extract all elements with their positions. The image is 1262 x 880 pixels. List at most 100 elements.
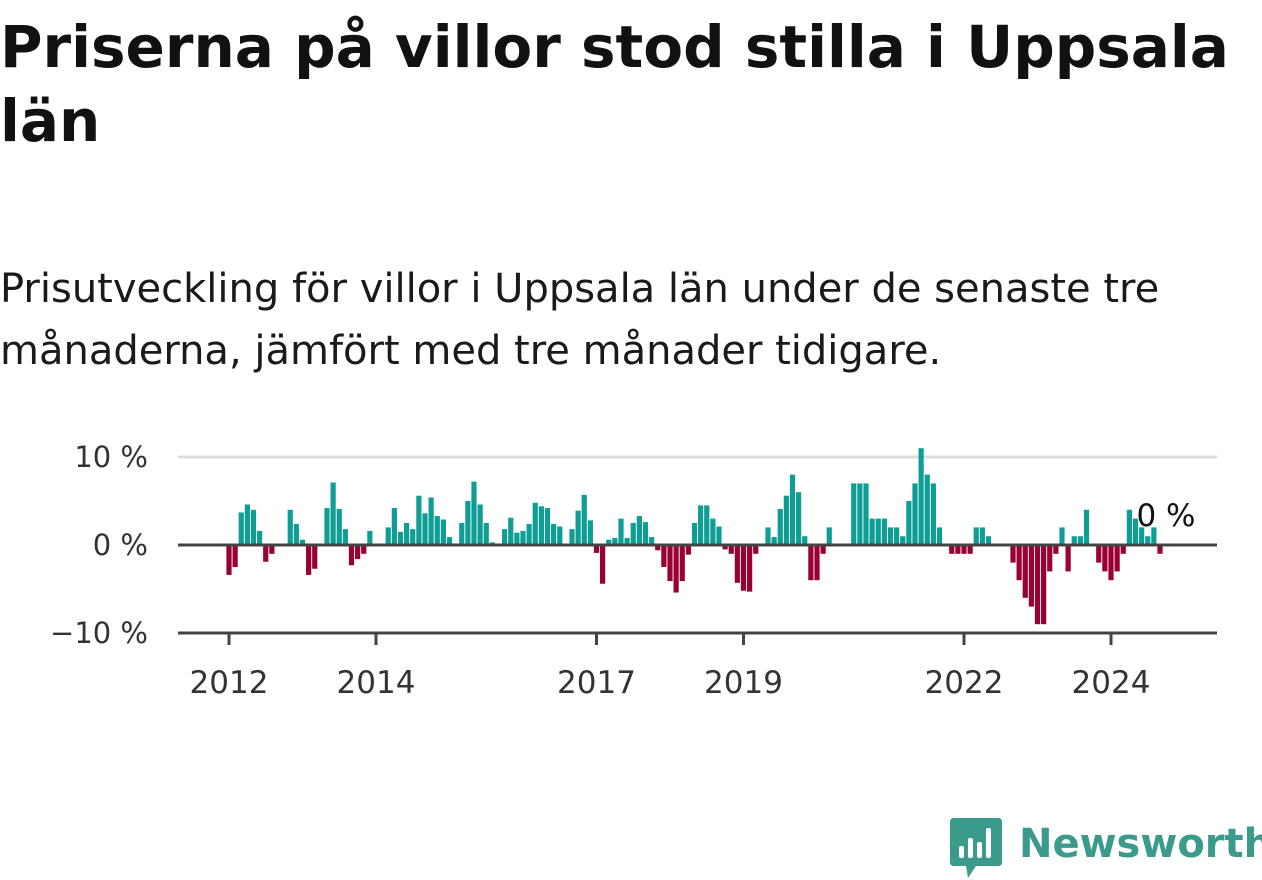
x-tick-label: 2012 [190, 665, 269, 700]
bar [771, 537, 777, 545]
bar [471, 481, 477, 545]
x-tick-label: 2019 [704, 665, 783, 700]
bar [483, 523, 489, 545]
bar [924, 474, 930, 545]
bar [477, 504, 483, 545]
bar [324, 508, 330, 545]
bar [257, 530, 263, 545]
bar [1126, 509, 1132, 545]
bar [526, 523, 532, 545]
bar [342, 529, 348, 545]
bar [961, 545, 967, 554]
bar [293, 523, 299, 545]
bar [753, 545, 759, 554]
bar [465, 501, 471, 545]
bar [1077, 536, 1083, 545]
bar [446, 537, 453, 545]
bar [593, 545, 600, 553]
newsworthy-logo-icon [950, 818, 1002, 878]
bar [1059, 527, 1065, 545]
bar [661, 545, 667, 567]
bar [238, 512, 244, 545]
bar [330, 482, 336, 545]
bar [814, 545, 820, 581]
bar [698, 505, 704, 545]
bar [1016, 545, 1022, 581]
bar [649, 537, 655, 545]
bar [936, 527, 943, 545]
bar [336, 508, 342, 545]
bar [422, 513, 428, 545]
bar [618, 518, 624, 545]
bar [391, 508, 397, 545]
bar [581, 494, 587, 545]
bar [361, 545, 367, 554]
bar [416, 495, 422, 545]
bar [667, 545, 673, 582]
logo-speech-bubble [950, 818, 1002, 878]
bar [881, 518, 887, 545]
bar [912, 483, 918, 545]
logo-bar-4 [986, 828, 991, 858]
bar [434, 515, 440, 545]
bar [673, 545, 679, 593]
y-tick-label: 0 % [93, 528, 148, 562]
bar [636, 515, 642, 545]
bar [508, 517, 514, 545]
bar-chart: 10 % 0 % −10 % 2012 2014 2017 2019 2022 2024 0 % [50, 440, 1217, 700]
bar [979, 527, 985, 545]
bar [440, 519, 446, 545]
bar [887, 527, 894, 545]
bar [808, 545, 814, 581]
bar [1053, 545, 1059, 554]
logo-bar-3 [977, 842, 982, 858]
bar [385, 527, 391, 545]
bar [1096, 545, 1102, 563]
chart-subtitle: Prisutveckling för villor i Uppsala län … [0, 266, 1160, 374]
bar [679, 545, 685, 582]
bar [1010, 545, 1016, 563]
bar [1114, 545, 1120, 572]
brand-name: Newsworthy [1019, 821, 1262, 867]
bar [226, 545, 232, 575]
x-tick-label: 2022 [925, 665, 1004, 700]
bar [857, 483, 863, 545]
bar [1047, 545, 1053, 572]
bar [502, 529, 508, 545]
bar [312, 545, 318, 569]
bar [600, 545, 606, 584]
bar [906, 501, 912, 545]
bar [606, 539, 612, 545]
bar [894, 527, 900, 545]
bar [1041, 545, 1047, 625]
bar [875, 518, 881, 545]
bar [355, 545, 361, 560]
bar [269, 545, 275, 554]
bar [863, 483, 869, 545]
bar [1120, 545, 1126, 554]
bar [930, 483, 936, 545]
bar [642, 522, 649, 545]
bar [802, 536, 808, 545]
x-tick-label: 2024 [1072, 665, 1151, 700]
logo-bar-1 [959, 846, 964, 858]
bar [630, 523, 636, 545]
bar [734, 545, 740, 583]
bar [612, 537, 618, 545]
bar [783, 495, 789, 545]
bar [777, 508, 783, 545]
bar [459, 523, 465, 545]
bar [1065, 545, 1071, 572]
bar [624, 537, 630, 545]
bar [1132, 518, 1139, 545]
x-tick-label: 2017 [557, 665, 636, 700]
chart-title: Priserna på villor stod stilla i Uppsala… [0, 13, 1229, 155]
latest-value-label: 0 % [1136, 498, 1195, 534]
bar [955, 545, 961, 554]
bar [1139, 527, 1145, 545]
axis-labels: 10 % 0 % −10 % 2012 2014 2017 2019 2022 2024 0 % [50, 440, 1196, 700]
bar [716, 526, 722, 545]
bar [404, 523, 410, 545]
bar [306, 545, 312, 575]
bar [722, 545, 728, 550]
